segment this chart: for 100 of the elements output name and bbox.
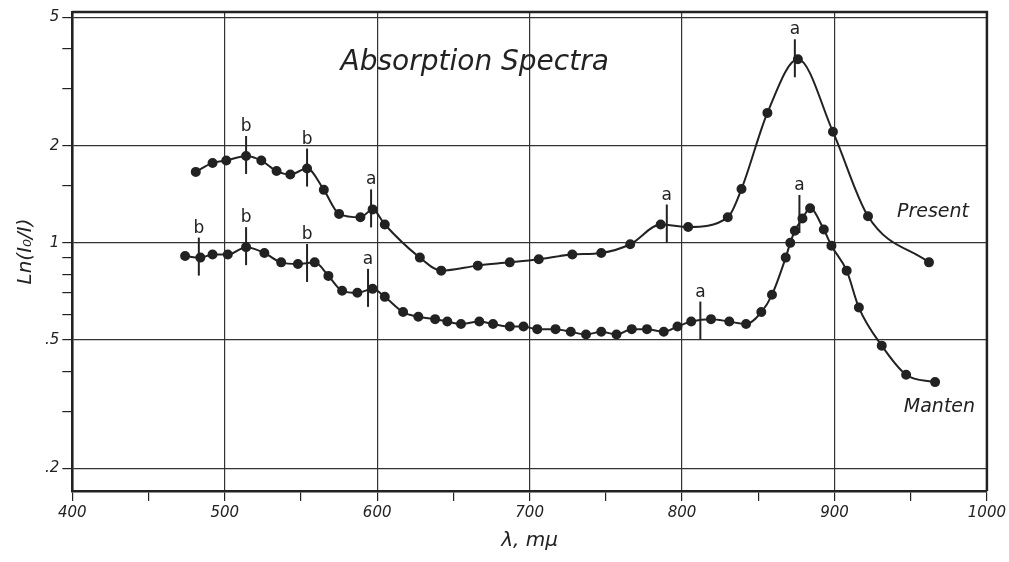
point bbox=[207, 157, 218, 168]
point bbox=[488, 319, 499, 330]
annotation: a bbox=[365, 168, 377, 189]
annotation: a bbox=[695, 280, 706, 301]
annotation: b bbox=[301, 127, 313, 148]
point bbox=[901, 369, 912, 380]
point bbox=[780, 252, 791, 263]
point bbox=[180, 251, 191, 262]
point bbox=[207, 249, 218, 260]
point bbox=[323, 270, 334, 281]
point bbox=[256, 155, 267, 166]
y-tick-label: .2 bbox=[45, 458, 60, 477]
point bbox=[221, 155, 232, 166]
series-label: Present bbox=[896, 199, 971, 222]
x-tick-label: 700 bbox=[515, 502, 544, 521]
point bbox=[285, 169, 296, 180]
point bbox=[532, 324, 543, 335]
point bbox=[309, 257, 320, 268]
point bbox=[827, 126, 838, 137]
y-tick-label: 2 bbox=[49, 135, 60, 154]
point bbox=[413, 311, 424, 322]
point bbox=[923, 257, 934, 268]
x-tick-label: 400 bbox=[57, 502, 87, 521]
point bbox=[826, 240, 837, 251]
point bbox=[641, 324, 652, 335]
point bbox=[818, 224, 829, 235]
y-tick-label: 1 bbox=[49, 232, 60, 251]
point bbox=[276, 257, 287, 268]
y-tick-label: 5 bbox=[49, 7, 60, 26]
point bbox=[550, 324, 561, 335]
point bbox=[596, 248, 607, 259]
point bbox=[259, 248, 270, 259]
annotation: b bbox=[301, 222, 313, 243]
point bbox=[504, 321, 515, 332]
annotation: a bbox=[794, 174, 805, 195]
point bbox=[683, 222, 694, 232]
x-axis-title: λ, mμ bbox=[500, 527, 558, 552]
point bbox=[853, 302, 864, 313]
point bbox=[271, 166, 282, 177]
point bbox=[736, 183, 747, 194]
annotation: b bbox=[240, 206, 252, 227]
point bbox=[672, 321, 683, 332]
point bbox=[756, 307, 767, 318]
point bbox=[658, 326, 669, 337]
point bbox=[379, 291, 390, 302]
point bbox=[567, 249, 578, 260]
point bbox=[596, 326, 607, 337]
point bbox=[190, 166, 201, 177]
point bbox=[352, 287, 363, 298]
point bbox=[762, 107, 773, 118]
annotation: b bbox=[193, 216, 205, 237]
point bbox=[442, 316, 453, 327]
x-tick-label: 900 bbox=[820, 502, 849, 521]
annotation: a bbox=[661, 183, 673, 204]
point bbox=[611, 329, 622, 340]
point bbox=[724, 316, 735, 327]
point bbox=[474, 316, 485, 327]
point bbox=[456, 319, 467, 330]
point bbox=[355, 212, 366, 223]
x-tick-label: 1000 bbox=[967, 502, 1007, 521]
x-tick-label: 600 bbox=[362, 502, 392, 521]
point bbox=[741, 319, 752, 330]
point bbox=[337, 285, 348, 296]
point bbox=[334, 208, 345, 219]
point bbox=[472, 260, 483, 271]
point bbox=[292, 258, 303, 269]
point bbox=[379, 219, 390, 230]
point bbox=[876, 340, 887, 351]
point bbox=[863, 211, 874, 222]
point bbox=[518, 321, 529, 332]
point bbox=[398, 307, 409, 318]
point bbox=[436, 265, 447, 276]
y-tick-label: .5 bbox=[45, 329, 60, 348]
y-axis-title: Ln(I₀/I) bbox=[12, 218, 37, 285]
point bbox=[785, 237, 796, 248]
annotation: a bbox=[789, 18, 801, 39]
point bbox=[625, 239, 636, 250]
point bbox=[222, 249, 233, 260]
point bbox=[805, 203, 816, 214]
point bbox=[430, 314, 441, 325]
point bbox=[766, 289, 777, 300]
point bbox=[686, 316, 697, 327]
point bbox=[789, 225, 800, 236]
point bbox=[581, 329, 592, 340]
x-tick-label: 500 bbox=[210, 502, 240, 521]
point bbox=[318, 184, 329, 195]
point bbox=[706, 314, 717, 325]
point bbox=[626, 324, 637, 335]
point bbox=[504, 257, 515, 268]
point bbox=[841, 265, 852, 276]
point bbox=[655, 219, 666, 230]
point bbox=[414, 252, 425, 263]
annotation: a bbox=[362, 247, 374, 268]
point bbox=[722, 212, 733, 223]
point bbox=[565, 326, 576, 337]
annotation: b bbox=[240, 114, 252, 135]
x-tick-label: 800 bbox=[667, 502, 697, 521]
point bbox=[533, 254, 544, 265]
series-label: Manten bbox=[903, 394, 976, 417]
point bbox=[930, 377, 941, 388]
